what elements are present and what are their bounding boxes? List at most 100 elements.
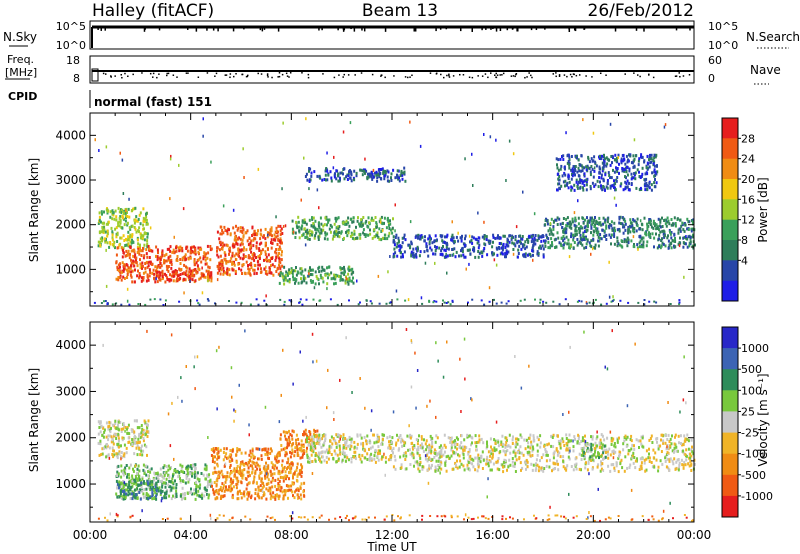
power-cell [244,231,247,235]
power-cell [544,241,547,245]
nsky-spike [97,27,99,30]
power-cell [255,256,257,259]
velocity-cell [325,455,328,459]
power-cell [141,265,144,269]
power-cell [154,280,157,284]
velocity-cell [216,491,219,495]
power-cell [324,173,327,177]
power-cell [600,223,603,227]
power-cell [198,247,201,251]
power-cell [271,234,273,238]
velocity-cell [177,475,180,479]
power-cell [687,235,690,239]
velocity-cell [147,494,150,498]
power-cell [389,301,392,304]
power-cell [540,246,543,250]
velocity-cell [390,440,393,444]
power-cell [309,167,312,171]
power-cell [442,299,444,302]
velocity-cell [151,491,154,495]
power-cell [134,253,137,257]
power-cell [310,171,313,175]
velocity-cell [259,468,261,472]
power-cell [314,282,317,286]
nave-dot [127,75,129,78]
power-cell [470,239,473,242]
velocity-cell [165,496,168,500]
velocity-cell [119,492,122,496]
velocity-cell [124,426,127,429]
velocity-cell [306,446,308,450]
power-cell [647,184,650,188]
velocity-cell [136,487,139,491]
nave-dot [120,74,123,76]
power-cell [319,216,322,220]
velocity-cell [279,433,282,437]
power-cell [401,253,404,256]
velocity-cell [108,427,111,431]
velocity-cell [206,492,208,496]
power-cell [502,246,505,250]
velocity-cell [114,422,117,426]
power-cell [105,145,108,149]
power-cell [263,234,265,238]
power-cell [339,171,342,175]
nave-dot [639,75,641,78]
power-cell [612,183,615,187]
power-cell [550,237,553,241]
power-cell [241,230,244,233]
power-cell [146,265,149,269]
nave-dot [166,74,168,77]
power-cell [549,222,552,225]
velocity-cell [321,450,324,454]
power-cell [176,255,179,258]
power-cell [399,246,402,250]
power-cell [565,223,568,227]
velocity-cell [336,453,339,457]
power-cell [175,271,178,275]
velocity-cell [224,480,227,484]
power-cell [383,233,386,237]
power-cell [579,186,582,190]
velocity-cell [129,463,132,467]
power-cell [621,222,624,226]
power-cell [282,121,284,125]
power-cell [421,302,424,305]
power-cell [337,227,340,231]
power-cell [130,258,132,262]
velocity-cell [126,475,128,479]
velocity-cell [225,488,227,492]
power-cell [631,223,634,227]
power-cell [562,228,565,232]
velocity-cell [286,489,289,493]
power-cell [376,234,379,238]
velocity-cell [324,439,327,443]
power-cell [434,261,436,265]
power-cell [653,300,656,303]
power-cell [668,229,671,232]
power-cell [420,234,423,238]
velocity-cell [300,443,303,447]
power-cell [151,262,153,266]
power-cell [572,172,575,176]
power-cell [202,257,205,261]
power-cell [233,254,236,258]
velocity-cell [339,447,341,451]
velocity-cell [146,465,149,469]
power-cell [218,237,221,241]
power-cell [556,231,559,235]
power-cell [381,236,384,240]
power-cell [397,236,400,240]
power-cell [108,245,111,249]
power-cell [483,237,486,241]
power-cell [115,235,118,239]
power-cell [134,255,136,259]
velocity-cell [131,481,133,485]
power-cell [606,186,609,190]
power-cell [562,158,565,161]
power-cell [428,300,431,303]
power-cell [138,272,141,275]
nave-dot [158,73,160,75]
